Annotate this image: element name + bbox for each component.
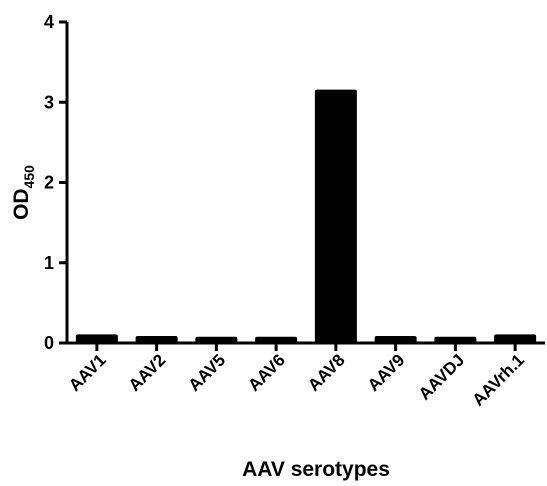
bar-aav8 (314, 89, 357, 344)
x-tick-label: AAVrh.1 (469, 350, 528, 409)
x-axis (66, 341, 545, 351)
y-axis-title: OD450 (10, 165, 37, 220)
x-axis-title: AAV serotypes (242, 458, 390, 481)
y-tick-label: 2 (44, 173, 54, 193)
x-tick-label: AAV8 (304, 350, 349, 395)
x-tick-label: AAV5 (185, 350, 230, 395)
bar-aav5 (195, 336, 238, 343)
x-tick-label: AAV6 (244, 350, 289, 395)
bar-aavrh1 (494, 334, 537, 343)
x-tick-label: AAV1 (65, 350, 110, 395)
y-axis-title-subscript: 450 (21, 165, 37, 189)
y-tick-label: 3 (44, 92, 54, 112)
x-tick-label: AAV2 (125, 350, 170, 395)
y-axis-title-main: OD (10, 188, 33, 220)
bars (75, 89, 537, 344)
x-tick-labels: AAV1 AAV2 AAV5 AAV6 AAV8 AAV9 AAVDJ AAVrh.1 (65, 350, 528, 409)
bar-aav6 (255, 336, 298, 343)
y-tick-label: 1 (44, 253, 54, 273)
x-tick-label: AAVDJ (415, 350, 468, 403)
y-tick-label: 0 (44, 333, 54, 353)
y-tick-label: 4 (44, 12, 54, 32)
bar-aav2 (135, 335, 178, 343)
y-axis: 0 1 2 3 4 (44, 12, 69, 353)
x-tick-label: AAV9 (364, 350, 409, 395)
bar-aav1 (75, 334, 118, 343)
bar-aavdj (434, 336, 477, 343)
bar-aav9 (374, 335, 417, 343)
